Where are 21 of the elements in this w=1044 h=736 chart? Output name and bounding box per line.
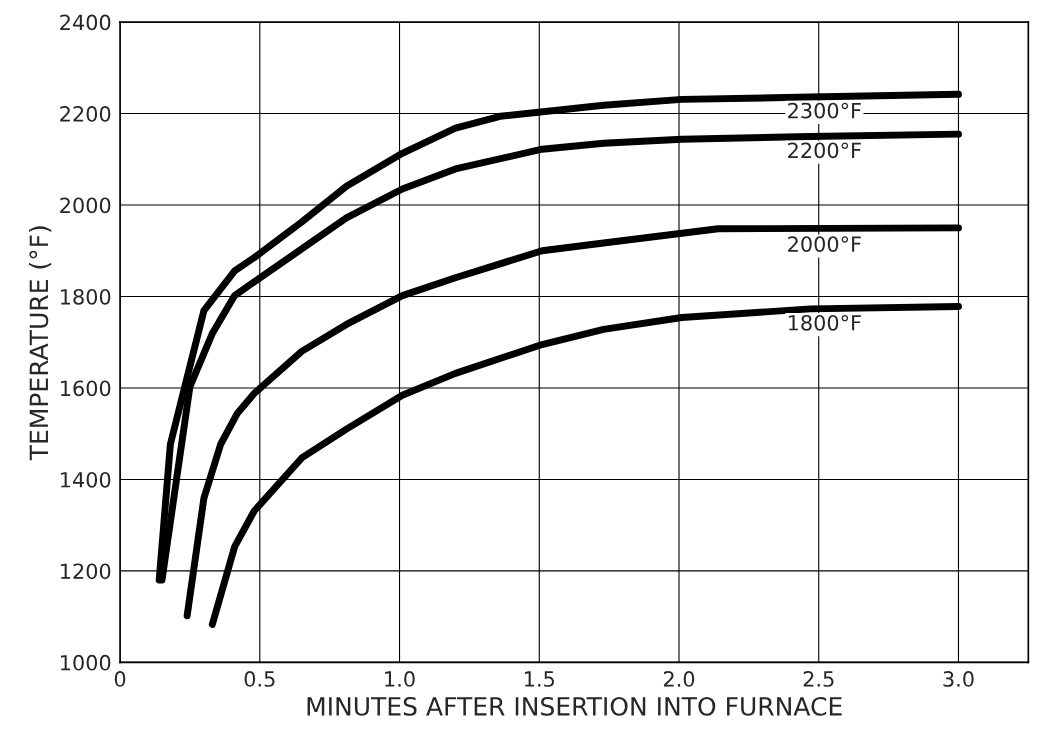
x-tick-label: 1.0	[385, 671, 415, 687]
x-tick-label: 2.5	[803, 671, 834, 687]
series-label: 1800°F	[788, 314, 861, 331]
series-label: 2200°F	[788, 142, 861, 159]
y-tick-label: 1200	[60, 563, 111, 580]
x-axis-title: MINUTES AFTER INSERTION INTO FURNACE	[307, 696, 842, 716]
x-tick-label: 0.5	[244, 671, 275, 687]
series-label: 2000°F	[788, 236, 861, 252]
y-tick-label: 1600	[60, 380, 111, 397]
x-tick-label: 0	[114, 671, 126, 687]
x-tick-label: 3.0	[943, 671, 974, 687]
y-tick-label: 2000	[60, 197, 111, 214]
y-tick-label: 1800	[60, 288, 111, 305]
y-tick-label: 1000	[60, 654, 111, 671]
y-tick-label: 2200	[60, 106, 111, 122]
y-tick-label: 2400	[60, 14, 111, 31]
x-tick-label: 1.5	[524, 671, 555, 687]
y-axis-title: TEMPERATURE (°F)	[28, 226, 52, 461]
y-tick-label: 1400	[60, 471, 111, 488]
x-tick-label: 2.0	[663, 671, 695, 687]
series-label: 2300°F	[788, 102, 861, 119]
